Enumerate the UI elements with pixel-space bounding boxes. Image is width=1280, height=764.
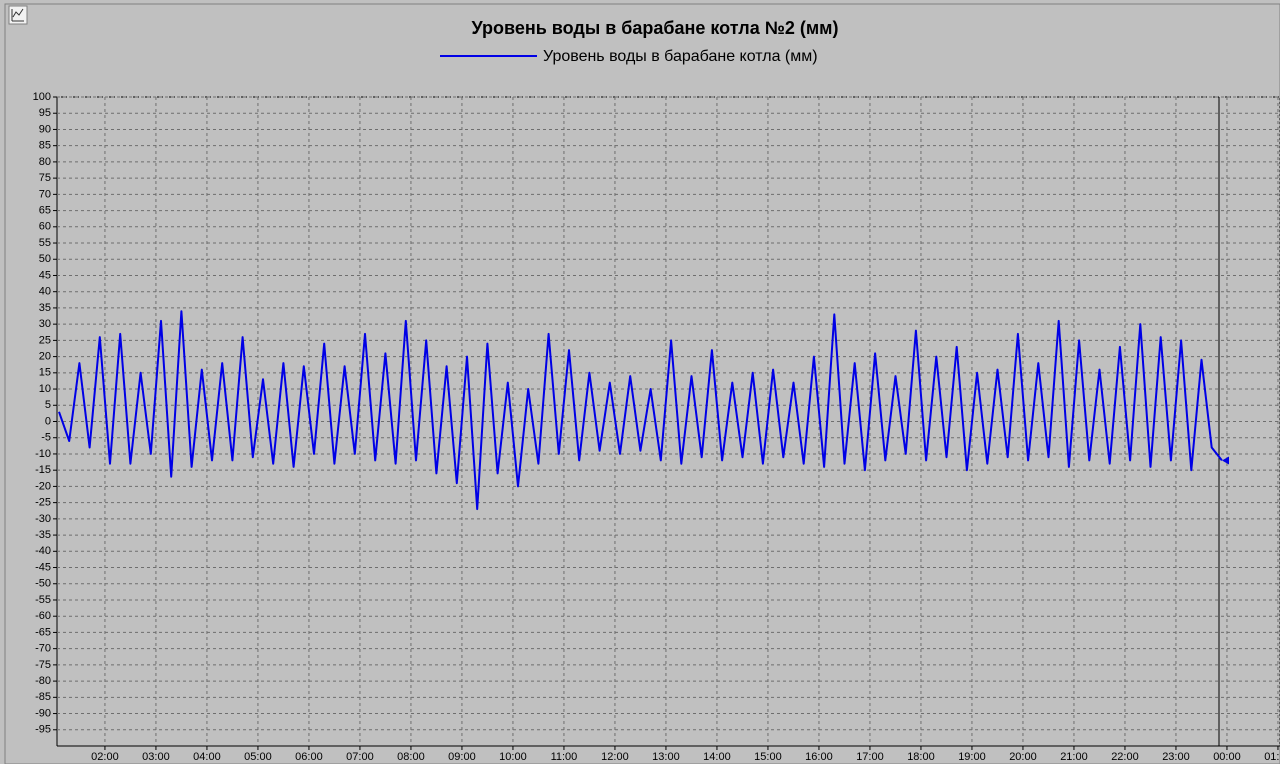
x-tick-label: 23:00 <box>1162 751 1190 763</box>
series-line <box>58 310 1223 511</box>
x-tick-label: 19:00 <box>958 751 986 763</box>
icon-glyph[interactable] <box>11 8 24 22</box>
x-tick-label: 21:00 <box>1060 751 1088 763</box>
y-tick-label: -30 <box>35 513 51 525</box>
y-tick-label: -65 <box>35 626 51 638</box>
x-tick-label: 13:00 <box>652 751 680 763</box>
y-tick-label: -5 <box>41 432 51 444</box>
y-tick-label: 95 <box>39 107 51 119</box>
y-tick-label: -75 <box>35 659 51 671</box>
y-tick-label: -10 <box>35 448 51 460</box>
x-tick-label: 04:00 <box>193 751 221 763</box>
y-tick-label: -35 <box>35 529 51 541</box>
y-tick-label: -80 <box>35 675 51 687</box>
y-tick-label: -60 <box>35 610 51 622</box>
y-tick-label: 60 <box>39 221 51 233</box>
chart-title: Уровень воды в барабане котла №2 (мм) <box>472 18 839 38</box>
y-tick-label: 40 <box>39 286 51 298</box>
x-tick-label: 17:00 <box>856 751 884 763</box>
x-tick-label: 03:00 <box>142 751 170 763</box>
y-tick-label: -20 <box>35 480 51 492</box>
x-tick-label: 22:00 <box>1111 751 1139 763</box>
x-tick-label: 01:00 <box>1264 751 1280 763</box>
y-tick-label: 15 <box>39 367 51 379</box>
y-tick-label: 0 <box>45 415 51 427</box>
y-tick-label: 35 <box>39 302 51 314</box>
y-tick-label: -40 <box>35 545 51 557</box>
x-tick-label: 20:00 <box>1009 751 1037 763</box>
y-tick-label: -45 <box>35 561 51 573</box>
y-tick-label: 70 <box>39 188 51 200</box>
x-tick-label: 15:00 <box>754 751 782 763</box>
y-tick-label: 80 <box>39 156 51 168</box>
x-tick-label: 08:00 <box>397 751 425 763</box>
x-tick-label: 11:00 <box>551 751 578 763</box>
x-tick-label: 09:00 <box>448 751 476 763</box>
y-tick-label: 45 <box>39 269 51 281</box>
y-tick-label: -15 <box>35 464 51 476</box>
y-tick-label: -85 <box>35 691 51 703</box>
x-tick-label: 18:00 <box>907 751 935 763</box>
y-tick-label: 10 <box>39 383 51 395</box>
y-tick-label: 50 <box>39 253 51 265</box>
y-tick-label: 85 <box>39 140 51 152</box>
x-tick-label: 02:00 <box>91 751 119 763</box>
y-tick-label: -55 <box>35 594 51 606</box>
x-tick-label: 14:00 <box>703 751 731 763</box>
legend: Уровень воды в барабане котла (мм) <box>440 48 818 65</box>
x-tick-label: 06:00 <box>295 751 323 763</box>
y-tick-label: -90 <box>35 707 51 719</box>
y-tick-label: 30 <box>39 318 51 330</box>
y-tick-label: 5 <box>45 399 51 411</box>
x-tick-label: 00:00 <box>1213 751 1241 763</box>
x-tick-label: 12:00 <box>601 751 629 763</box>
legend-label: Уровень воды в барабане котла (мм) <box>543 48 818 65</box>
y-tick-label: 25 <box>39 334 51 346</box>
last-value-marker <box>1222 456 1229 465</box>
x-tick-label: 10:00 <box>499 751 527 763</box>
y-tick-label: 20 <box>39 351 51 363</box>
y-tick-label: -95 <box>35 724 51 736</box>
x-tick-label: 07:00 <box>346 751 374 763</box>
y-tick-label: 55 <box>39 237 51 249</box>
y-tick-label: 65 <box>39 204 51 216</box>
x-tick-label: 16:00 <box>805 751 833 763</box>
y-tick-label: -25 <box>35 497 51 509</box>
x-tick-label: 05:00 <box>244 751 272 763</box>
y-tick-label: 100 <box>33 91 51 103</box>
y-tick-label: 90 <box>39 123 51 135</box>
y-tick-label: 75 <box>39 172 51 184</box>
y-tick-label: -70 <box>35 643 51 655</box>
panel-frame <box>4 3 1280 764</box>
chart-icon[interactable] <box>8 5 28 25</box>
y-tick-label: -50 <box>35 578 51 590</box>
